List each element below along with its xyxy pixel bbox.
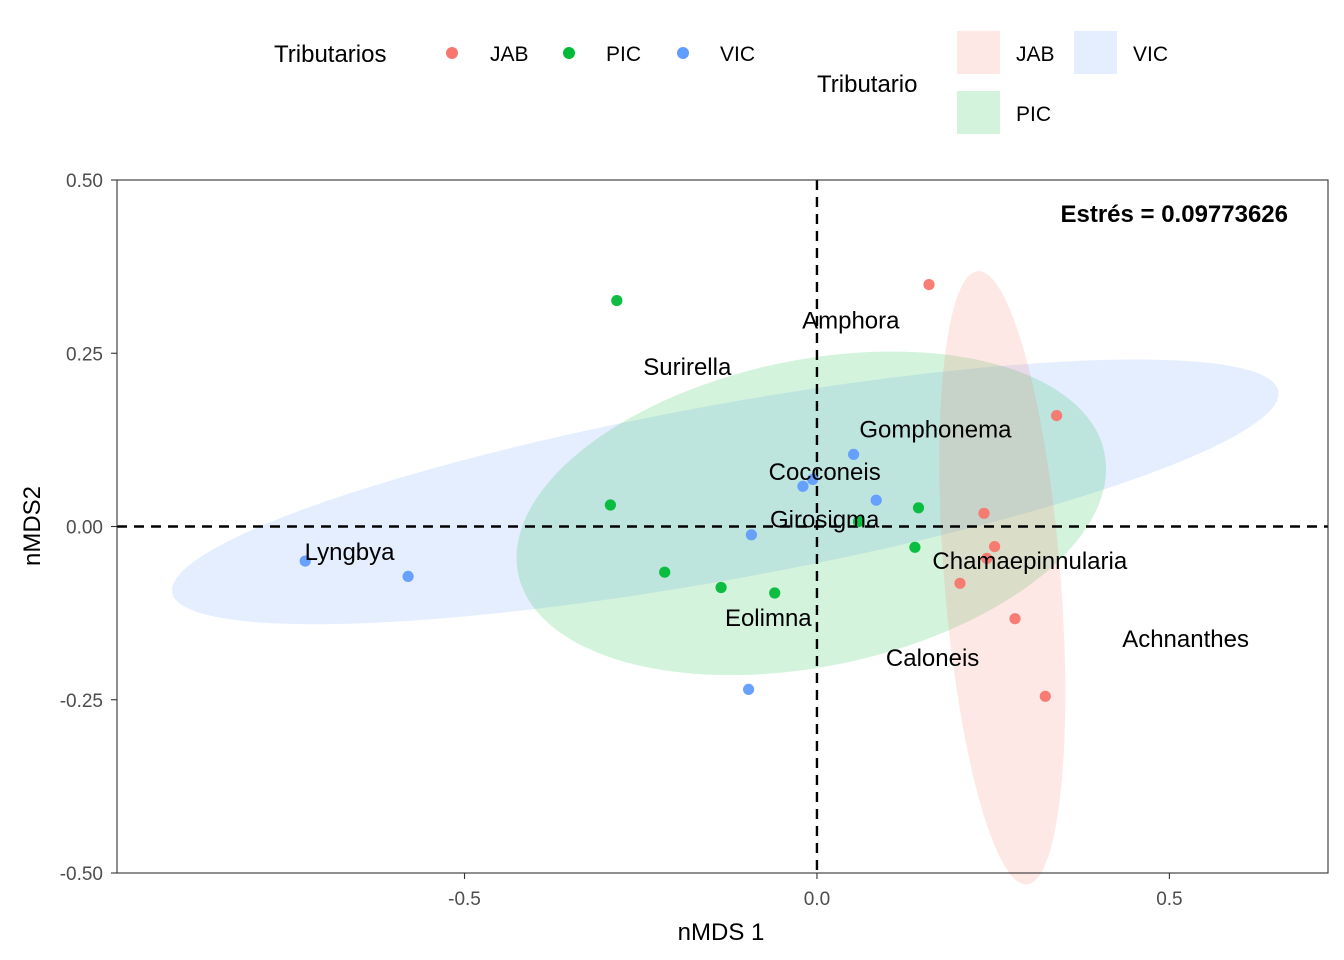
x-tick-label: 0.5 xyxy=(1156,889,1182,910)
point-pic-8 xyxy=(909,541,921,553)
points-layer xyxy=(299,279,1063,702)
y-tick-label: 0.25 xyxy=(66,344,103,365)
legend-point-key-jab xyxy=(446,47,458,59)
ellipse-pic xyxy=(516,351,1107,676)
point-pic-7 xyxy=(852,516,865,528)
y-tick-label: 0.50 xyxy=(66,171,103,192)
point-jab-6 xyxy=(954,577,966,589)
species-label-girosigma: Girosigma xyxy=(770,507,880,534)
legend-ellipse-label-pic: PIC xyxy=(1016,103,1051,126)
legend-points: Tributarios JAB PIC VIC xyxy=(274,41,755,68)
point-jab-5 xyxy=(981,552,993,565)
point-jab-7 xyxy=(1009,613,1021,625)
legend-ellipse-label-vic: VIC xyxy=(1133,43,1168,66)
legend-ellipse-key-vic xyxy=(1074,31,1117,74)
ellipse-vic xyxy=(172,359,1279,625)
ellipse-layer xyxy=(172,271,1279,885)
point-vic-3 xyxy=(745,529,758,541)
species-label-cocconeis: Cocconeis xyxy=(769,459,881,486)
species-label-achnanthes: Achnanthes xyxy=(1122,626,1249,653)
point-jab-8 xyxy=(1039,690,1051,702)
species-label-eolimna: Eolimna xyxy=(725,605,812,632)
x-axis-title: nMDS 1 xyxy=(678,919,765,946)
legend-ellipse-key-pic xyxy=(957,91,1000,134)
legend-points-title: Tributarios xyxy=(274,41,386,68)
point-vic-6 xyxy=(807,473,819,485)
point-vic-7 xyxy=(848,448,860,460)
point-pic-1 xyxy=(611,295,623,307)
species-label-caloneis: Caloneis xyxy=(886,645,979,672)
species-label-gomphonema: Gomphonema xyxy=(859,417,1012,444)
species-label-surirella: Surirella xyxy=(643,354,732,381)
point-vic-5 xyxy=(797,480,809,492)
x-tick-label: -0.5 xyxy=(448,889,481,910)
y-tick-label: 0.00 xyxy=(66,518,103,539)
point-jab-2 xyxy=(1051,410,1063,422)
legend-point-label-vic: VIC xyxy=(720,43,755,66)
ellipse-jab xyxy=(939,271,1066,885)
point-pic-2 xyxy=(604,499,617,511)
y-tick-label: -0.25 xyxy=(60,691,103,712)
legend-point-key-vic xyxy=(677,47,689,59)
reference-lines xyxy=(117,180,1328,873)
point-jab-3 xyxy=(978,507,990,519)
point-jab-1 xyxy=(923,279,935,291)
x-tick-label: 0.0 xyxy=(804,889,830,910)
point-pic-5 xyxy=(769,587,781,599)
point-vic-2 xyxy=(402,570,414,583)
point-pic-6 xyxy=(912,502,925,514)
point-vic-4 xyxy=(743,683,755,696)
axes: -0.5 0.0 0.5 -0.50 -0.25 0.00 0.25 0.50 xyxy=(60,171,1183,910)
legend-point-key-pic xyxy=(563,47,575,59)
point-vic-1 xyxy=(299,555,311,567)
point-pic-4 xyxy=(715,581,727,594)
y-axis-title: nMDS2 xyxy=(19,486,46,566)
legend-point-label-jab: JAB xyxy=(490,43,529,66)
species-label-chamaepinnularia: Chamaepinnularia xyxy=(932,548,1127,575)
species-labels-layer: Amphora Surirella Gomphonema Cocconeis Giros… xyxy=(305,308,1249,673)
legend-ellipse-label-jab: JAB xyxy=(1016,43,1055,66)
legend-ellipses-title: Tributario xyxy=(817,71,917,98)
legend-ellipses: Tributario JAB PIC VIC xyxy=(817,31,1168,134)
point-vic-8 xyxy=(870,494,882,506)
species-label-lyngbya: Lyngbya xyxy=(305,539,396,566)
point-jab-4 xyxy=(989,541,1001,553)
species-label-amphora: Amphora xyxy=(802,308,900,335)
legend-point-label-pic: PIC xyxy=(606,43,641,66)
legend-ellipse-key-jab xyxy=(957,31,1000,74)
point-pic-3 xyxy=(659,566,671,578)
y-tick-label: -0.50 xyxy=(60,864,103,885)
stress-annotation: Estrés = 0.09773626 xyxy=(1060,201,1288,228)
